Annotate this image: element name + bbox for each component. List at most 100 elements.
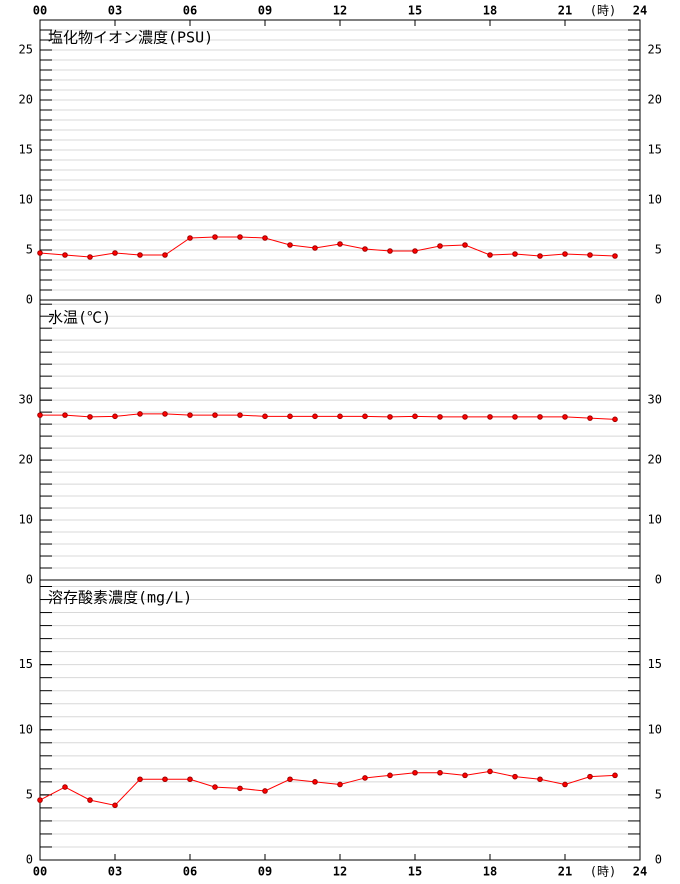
data-point xyxy=(387,414,393,420)
y-tick-label: 0 xyxy=(26,573,33,587)
data-point xyxy=(62,412,68,418)
data-point xyxy=(262,235,268,241)
data-point xyxy=(587,415,593,421)
y-tick-label: 0 xyxy=(655,293,662,307)
data-point xyxy=(337,413,343,420)
data-point xyxy=(37,250,43,256)
data-point xyxy=(112,413,118,420)
data-point xyxy=(112,802,118,809)
data-point xyxy=(162,411,168,417)
data-point xyxy=(212,412,218,418)
x-tick-label: 06 xyxy=(183,4,197,18)
series-line xyxy=(40,413,616,420)
data-point xyxy=(487,414,493,420)
data-point xyxy=(462,414,468,420)
data-point xyxy=(137,252,143,258)
data-point xyxy=(37,797,43,803)
data-point xyxy=(137,411,143,417)
data-point xyxy=(587,252,593,258)
y-tick-label: 10 xyxy=(648,193,662,207)
data-point xyxy=(387,248,393,254)
data-point xyxy=(87,414,93,420)
x-tick-label: 21 xyxy=(558,865,572,879)
y-tick-label: 0 xyxy=(26,293,33,307)
data-point xyxy=(512,773,518,780)
y-tick-label: 25 xyxy=(648,43,662,57)
data-point xyxy=(262,413,268,420)
data-point xyxy=(462,772,468,779)
data-point xyxy=(187,776,193,783)
x-tick-label: 12 xyxy=(333,865,347,879)
data-point xyxy=(487,768,493,775)
data-point xyxy=(62,784,68,790)
y-tick-label: 5 xyxy=(26,787,33,801)
x-tick-label: 03 xyxy=(108,865,122,879)
y-tick-label: 5 xyxy=(655,787,662,801)
y-tick-label: 15 xyxy=(648,143,662,157)
x-axis-label: (時) xyxy=(590,865,616,879)
x-tick-label: 09 xyxy=(258,865,272,879)
y-tick-label: 30 xyxy=(19,393,33,407)
panel-title: 溶存酸素濃度(mg/L) xyxy=(48,589,192,607)
data-point xyxy=(412,413,418,420)
data-point xyxy=(237,412,243,418)
data-point xyxy=(312,245,318,251)
x-tick-label: 09 xyxy=(258,4,272,18)
x-axis-label: (時) xyxy=(590,4,616,18)
y-tick-label: 15 xyxy=(648,657,662,671)
data-point xyxy=(537,253,543,259)
data-point xyxy=(237,785,243,792)
data-point xyxy=(187,235,193,241)
y-tick-label: 10 xyxy=(648,722,662,736)
y-tick-label: 20 xyxy=(19,453,33,467)
data-point xyxy=(62,252,68,258)
y-tick-label: 25 xyxy=(19,43,33,57)
data-point xyxy=(262,788,268,794)
x-tick-label: 00 xyxy=(33,4,47,18)
data-point xyxy=(287,242,293,248)
y-tick-label: 10 xyxy=(648,513,662,527)
y-tick-label: 5 xyxy=(26,243,33,257)
panel-frame xyxy=(39,299,641,581)
y-tick-label: 10 xyxy=(19,722,33,736)
data-point xyxy=(312,413,318,420)
data-point xyxy=(487,252,493,258)
data-point xyxy=(162,776,168,783)
data-point xyxy=(512,251,518,257)
y-tick-label: 10 xyxy=(19,513,33,527)
data-point xyxy=(137,776,143,783)
x-tick-label: 06 xyxy=(183,865,197,879)
data-point xyxy=(462,242,468,248)
data-point xyxy=(312,779,318,785)
data-point xyxy=(162,252,168,258)
x-tick-label: 00 xyxy=(33,865,47,879)
y-tick-label: 15 xyxy=(19,143,33,157)
data-point xyxy=(562,414,568,420)
data-point xyxy=(212,784,218,790)
x-tick-label: 03 xyxy=(108,4,122,18)
data-point xyxy=(362,246,368,252)
data-point xyxy=(562,781,568,788)
data-point xyxy=(87,797,93,803)
data-point xyxy=(362,775,368,781)
y-tick-label: 0 xyxy=(655,573,662,587)
data-point xyxy=(362,413,368,420)
data-point xyxy=(512,414,518,420)
y-tick-label: 10 xyxy=(19,193,33,207)
y-tick-label: 15 xyxy=(19,657,33,671)
y-tick-label: 20 xyxy=(648,453,662,467)
panel-title: 水温(℃) xyxy=(48,309,111,327)
y-tick-label: 0 xyxy=(26,853,33,867)
data-point xyxy=(437,769,443,776)
data-point xyxy=(112,250,118,256)
y-tick-label: 20 xyxy=(648,93,662,107)
x-tick-label: 24 xyxy=(633,865,647,879)
data-point xyxy=(537,776,543,783)
x-tick-label: 18 xyxy=(483,865,497,879)
data-point xyxy=(287,776,293,783)
data-point xyxy=(237,234,243,240)
x-tick-label: 21 xyxy=(558,4,572,18)
data-point xyxy=(562,251,568,257)
x-tick-label: 15 xyxy=(408,865,422,879)
data-point xyxy=(387,772,393,779)
